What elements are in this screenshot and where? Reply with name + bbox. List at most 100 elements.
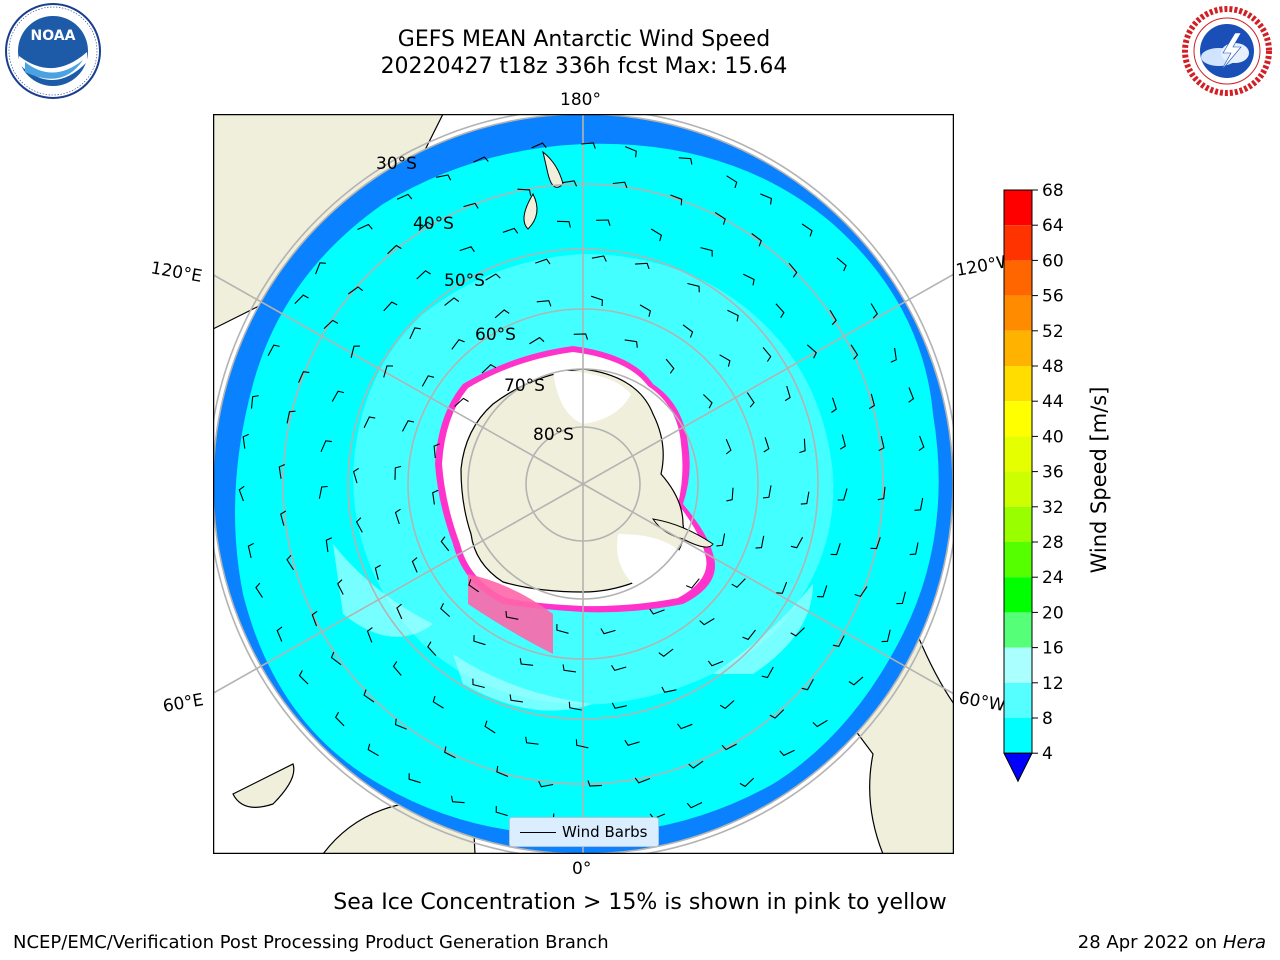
- wind-barb: [519, 658, 534, 666]
- wind-barb: [320, 440, 332, 453]
- wind-barb: [337, 579, 344, 595]
- lat-label-70s: 70°S: [504, 376, 545, 396]
- wind-barb: [286, 410, 296, 424]
- colorbar-extend-arrow: [1003, 752, 1033, 783]
- wind-barb: [444, 746, 456, 759]
- colorbar-segment: [1004, 612, 1032, 648]
- wind-barb: [665, 358, 675, 374]
- colorbar-segment: [1004, 506, 1032, 542]
- wind-barb: [801, 678, 814, 691]
- legend-label: Wind Barbs: [562, 823, 648, 841]
- colorbar-segment: [1004, 577, 1032, 613]
- wind-barb: [832, 635, 845, 648]
- colorbar-tick-label: 8: [1042, 709, 1053, 729]
- wind-barb: [896, 591, 906, 605]
- wind-barb: [238, 485, 245, 502]
- wind-barb: [366, 627, 373, 643]
- colorbar-tick-label: 24: [1042, 568, 1064, 588]
- wind-barb: [440, 602, 451, 618]
- wind-barb: [688, 760, 704, 769]
- wind-barb: [509, 694, 523, 703]
- wind-barb: [742, 629, 756, 641]
- wind-barb: [784, 385, 791, 402]
- wind-barb: [649, 608, 665, 615]
- wind-barb: [502, 227, 519, 234]
- wind-barb: [472, 678, 485, 689]
- wind-barb: [352, 467, 359, 484]
- noaa-logo: NOAA: [5, 3, 101, 99]
- wind-barb: [790, 627, 805, 637]
- colorbar-segment: [1004, 718, 1032, 754]
- wind-barb: [408, 773, 421, 784]
- colorbar-segment: [1004, 682, 1032, 718]
- nws-logo: [1181, 5, 1273, 97]
- colorbar-tick-label: 20: [1042, 603, 1064, 623]
- wind-barb: [485, 273, 501, 281]
- wind-barb: [247, 542, 254, 559]
- wind-barb: [432, 489, 439, 505]
- noaa-logo-text: NOAA: [31, 28, 76, 44]
- wind-barb: [769, 709, 785, 719]
- wind-barb: [721, 743, 737, 751]
- wind-barb: [829, 309, 837, 326]
- wind-barb: [278, 463, 286, 479]
- wind-barb: [762, 347, 772, 362]
- colorbar-tick-label: 36: [1042, 463, 1064, 483]
- colorbar-tick-label: 60: [1042, 251, 1064, 271]
- wind-barb: [568, 701, 582, 711]
- colorbar-segment: [1004, 542, 1032, 578]
- wind-barb: [529, 336, 545, 345]
- ross-ice-shelf: [553, 370, 631, 424]
- wind-barb: [573, 333, 589, 340]
- colorbar-label: Wind Speed [m/s]: [1087, 387, 1111, 574]
- legend-line-icon: [520, 832, 556, 833]
- wind-barb: [836, 257, 847, 272]
- colorbar-segment: [1004, 401, 1032, 437]
- wind-barb: [639, 304, 652, 317]
- wind-barb: [776, 581, 788, 594]
- wind-barb: [473, 156, 489, 163]
- wind-barb: [396, 603, 403, 620]
- wind-barb: [650, 228, 663, 242]
- credit-machine: Hera: [1222, 932, 1266, 953]
- wind-barb: [677, 723, 693, 730]
- colorbar-tick-label: 4: [1042, 744, 1053, 764]
- wind-barb: [817, 585, 828, 598]
- wind-barb: [536, 300, 552, 307]
- wind-barb: [575, 739, 589, 749]
- wind-barb: [831, 397, 837, 413]
- wind-barb: [685, 578, 700, 589]
- wind-barb: [612, 181, 628, 189]
- wind-barb: [294, 294, 309, 304]
- wind-barb: [624, 739, 640, 746]
- colorbar-segment: [1004, 647, 1032, 683]
- credit-left: NCEP/EMC/Verification Post Processing Pr…: [13, 932, 609, 953]
- wind-barb: [350, 345, 361, 359]
- wind-barb: [436, 174, 452, 181]
- wind-barb: [367, 743, 379, 757]
- wind-barb: [331, 390, 345, 402]
- wind-barb: [562, 180, 578, 187]
- wind-barb: [374, 564, 381, 580]
- colorbar-tick-label: 40: [1042, 427, 1064, 447]
- colorbar-tick-label: 32: [1042, 498, 1064, 518]
- wind-barb: [581, 142, 596, 149]
- wind-barb: [392, 661, 402, 676]
- wind-barb: [719, 700, 735, 710]
- wind-barb: [459, 246, 475, 253]
- wind-barb: [686, 802, 703, 809]
- wind-barb: [562, 664, 576, 673]
- colorbar-segment: [1004, 436, 1032, 472]
- wind-barb: [788, 262, 798, 278]
- wind-barb: [433, 443, 440, 459]
- wind-barb: [837, 488, 848, 501]
- wind-barb: [432, 695, 444, 709]
- wind-barb: [454, 397, 469, 407]
- wind-barb: [330, 651, 342, 666]
- wind-barb: [678, 157, 693, 165]
- colorbar-segment: [1004, 366, 1032, 402]
- wind-barb: [311, 610, 318, 627]
- wind-barb: [535, 258, 551, 265]
- wind-barb: [658, 648, 674, 657]
- wind-barb: [725, 438, 732, 455]
